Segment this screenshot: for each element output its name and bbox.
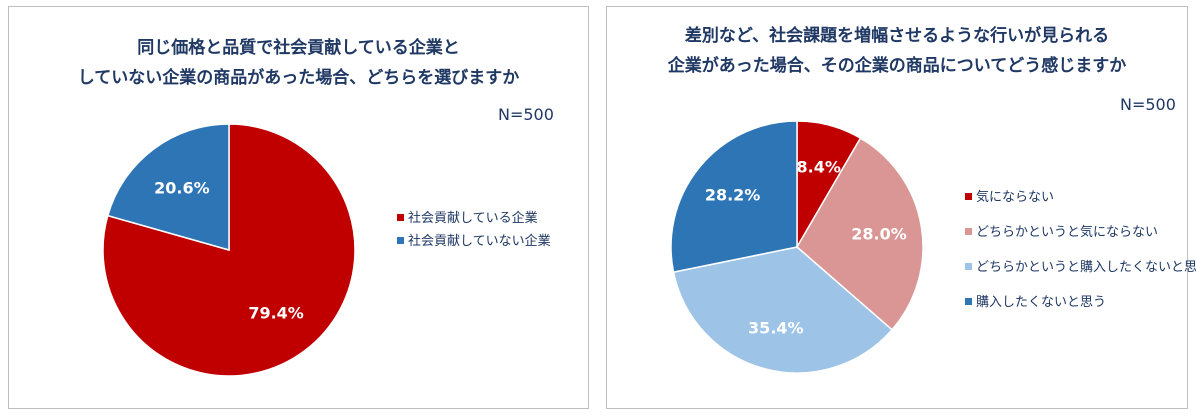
chart-title-line-1: 同じ価格と品質で社会貢献している企業と [137, 38, 460, 58]
legend-item: どちらかというと気にならない [965, 221, 1158, 240]
legend-item: 気にならない [965, 186, 1054, 205]
legend-swatch [965, 193, 972, 200]
slice-value-label: 28.2% [705, 185, 761, 204]
legend-label: 気にならない [976, 190, 1055, 205]
legend-swatch [397, 237, 404, 244]
legend-label: 社会貢献していない企業 [408, 234, 551, 249]
pie-slice [672, 246, 894, 374]
chart-title: 同じ価格と品質で社会貢献している企業と していない企業の商品があった場合、どちら… [9, 33, 588, 93]
slice-value-label: 20.6% [154, 179, 210, 198]
legend-item: 購入したくないと思う [965, 291, 1106, 310]
chart-title: 差別など、社会課題を増幅させるような行いが見られる 企業があった場合、その企業の… [607, 21, 1187, 81]
legend-label: どちらかというと購入したくないと思う [976, 260, 1196, 275]
chart-panel-right: 差別など、社会課題を増幅させるような行いが見られる 企業があった場合、その企業の… [606, 6, 1196, 409]
legend-label: 購入したくないと思う [976, 295, 1107, 310]
legend-swatch [965, 263, 972, 270]
legend-label: 社会貢献している企業 [408, 211, 538, 226]
pie-slice [106, 123, 230, 251]
slice-value-label: 8.4% [797, 158, 841, 177]
chart-title-line-1: 差別など、社会課題を増幅させるような行いが見られる [684, 26, 1110, 46]
chart-title-line-2: していない企業の商品があった場合、どちらを選びますか [77, 68, 520, 88]
pie-chart: 8.4% 28.0% 35.4% 28.2% [670, 120, 924, 374]
pie-slice [670, 120, 798, 274]
legend-item: 社会貢献していない企業 [397, 230, 551, 249]
chart-panel-left: 同じ価格と品質で社会貢献している企業と していない企業の商品があった場合、どちら… [8, 6, 589, 409]
legend-swatch [965, 228, 972, 235]
legend-swatch [397, 214, 404, 221]
slice-value-label: 79.4% [248, 303, 304, 322]
sample-size-label: N=500 [1120, 95, 1176, 114]
legend-label: どちらかというと気にならない [976, 225, 1159, 240]
pie-chart: 79.4% 20.6% [102, 123, 356, 377]
legend-item: どちらかというと購入したくないと思う [965, 256, 1196, 275]
legend-item: 社会貢献している企業 [397, 207, 538, 226]
sample-size-label: N=500 [498, 105, 554, 124]
pie-slice [796, 137, 924, 331]
chart-title-line-2: 企業があった場合、その企業の商品についてどう感じますか [667, 56, 1127, 76]
slice-value-label: 35.4% [748, 318, 804, 337]
legend-swatch [965, 298, 972, 305]
slice-value-label: 28.0% [851, 224, 907, 243]
